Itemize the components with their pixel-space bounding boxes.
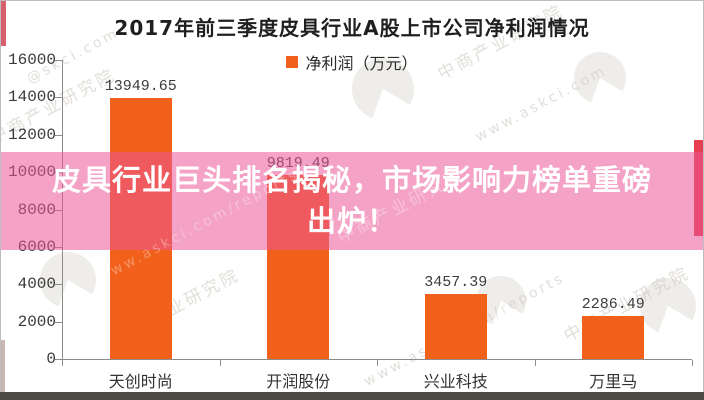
x-axis-tick-mark [62,360,63,366]
legend-label: 净利润（万元） [305,54,418,73]
y-axis-tick-mark [55,60,62,61]
watermark-logo-icon [640,278,696,334]
y-axis-tick-mark [55,321,62,323]
banner-headline-line1: 皮具行业巨头排名揭秘，市场影响力榜单重磅 [51,163,652,197]
y-axis-tick-label: 16000 [7,51,56,69]
x-axis-tick-mark [219,360,221,366]
bar-value-label: 3457.39 [424,274,488,292]
x-axis-line [62,359,692,360]
y-axis-tick-mark [55,284,62,286]
bar [582,316,645,359]
bar-value-label: 13949.65 [104,78,177,96]
x-category-label: 万里马 [589,372,638,391]
watermark-logo-icon [40,252,96,308]
x-axis-tick-mark [377,360,378,366]
y-axis-tick-mark [55,359,62,360]
bottom-edge-strip [0,392,704,400]
y-axis-tick-label: 4000 [17,275,56,294]
chart-title: 2017年前三季度皮具行业A股上市公司净利润情况 [114,16,590,40]
chart-legend: 净利润（万元） [0,50,704,74]
y-axis-tick-label: 14000 [7,88,56,107]
y-axis-tick-mark [55,97,62,99]
x-category-label: 兴业科技 [423,372,488,391]
y-axis-tick-label: 2000 [17,312,56,331]
watermark-logo-icon [352,58,414,120]
x-category-label: 天创时尚 [108,372,173,391]
red-edge-accent [0,340,5,392]
bar [424,294,487,359]
red-edge-accent [0,0,6,46]
banner-headline-line2: 出炉！ [306,204,397,238]
y-axis-tick-label: 12000 [7,125,56,144]
x-axis-tick-mark [534,360,536,366]
y-axis-tick-mark [55,134,62,136]
x-axis-tick-mark [692,360,693,366]
y-axis-tick-label: 0 [46,350,56,368]
legend-swatch-icon [286,56,299,68]
watermark-logo-icon [574,52,626,104]
x-category-label: 开润股份 [266,372,331,391]
bar-value-label: 2286.49 [581,296,645,314]
overlay-banner: 皮具行业巨头排名揭秘，市场影响力榜单重磅 出炉！ [0,152,704,250]
